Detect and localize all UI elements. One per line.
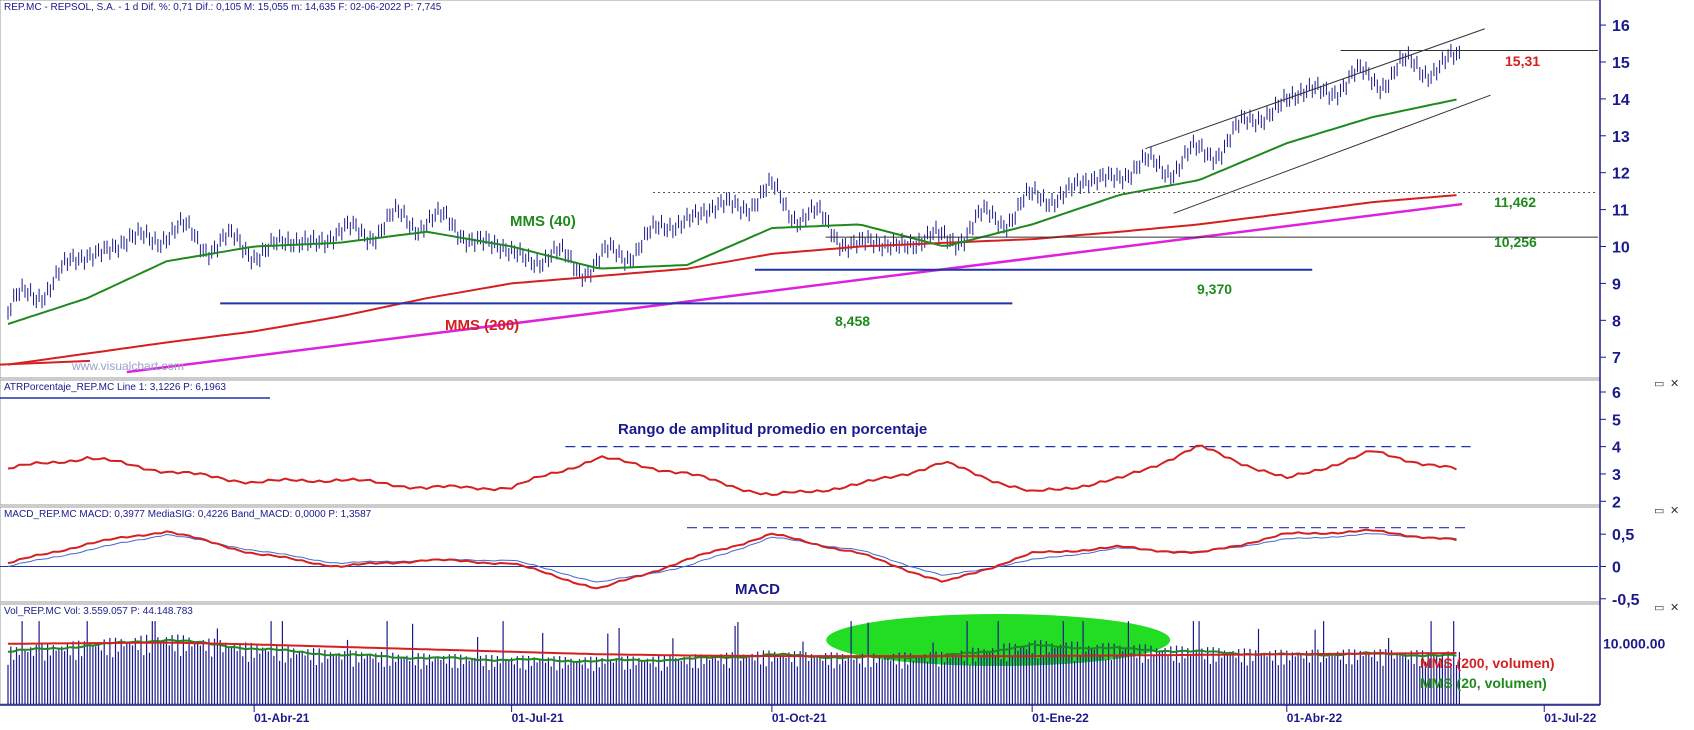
close-icon[interactable]: ✕ xyxy=(1670,602,1679,614)
atr-panel xyxy=(0,379,1601,506)
atr-line xyxy=(7,444,1457,497)
macd-line xyxy=(7,528,1457,590)
level-label-11-462: 11,462 xyxy=(1494,194,1536,210)
x-tick-label: 01-Abr-22 xyxy=(1287,711,1343,725)
ma200-label: MMS (200) xyxy=(445,317,519,334)
price-y-tick-label: 9 xyxy=(1612,276,1621,293)
price-series-layer xyxy=(0,28,1598,374)
level-label-10-256: 10,256 xyxy=(1494,234,1537,250)
axes-layer: 16 15 14 13 12 11 10 9 8 7 6 5 4 3 2 0,5 0 -0,5 10.000.00 0… xyxy=(0,0,1665,725)
price-y-tick-label: 16 xyxy=(1612,18,1630,35)
volume-series-layer xyxy=(7,614,1461,704)
x-tick-label: 01-Jul-22 xyxy=(1544,711,1596,725)
macd-caption: MACD xyxy=(735,581,780,598)
vol-ma200-label: MMS (200, volumen) xyxy=(1420,655,1555,671)
minimize-icon[interactable]: ▭ xyxy=(1654,378,1664,390)
vol-ma20-line xyxy=(7,638,1457,663)
y-axis-strip xyxy=(1600,0,1694,725)
level-label-8-458: 8,458 xyxy=(835,313,870,329)
volume-header: Vol_REP.MC Vol: 3.559.057 P: 44.148.783 xyxy=(4,606,193,617)
macd-y-tick-label: -0,5 xyxy=(1612,592,1640,609)
macd-series-layer xyxy=(0,527,1598,590)
ma200-line xyxy=(7,194,1457,366)
level-label-9-370: 9,370 xyxy=(1197,281,1232,297)
price-y-tick-label: 12 xyxy=(1612,166,1630,183)
trendline-support xyxy=(126,202,1463,374)
ma200-line-start xyxy=(0,359,91,366)
price-panel xyxy=(0,0,1601,379)
price-y-tick-label: 11 xyxy=(1612,203,1629,220)
x-tick-label: 01-Ene-22 xyxy=(1032,711,1089,725)
atr-header: ATRPorcentaje_REP.MC Line 1: 3,1226 P: 6… xyxy=(4,382,226,393)
atr-y-tick-label: 4 xyxy=(1612,440,1621,457)
atr-y-tick-label: 2 xyxy=(1612,494,1621,511)
level-label-15-31: 15,31 xyxy=(1505,53,1540,69)
x-tick-label: 01-Oct-21 xyxy=(772,711,827,725)
macd-y-tick-label: 0,5 xyxy=(1612,527,1634,544)
ma40-label: MMS (40) xyxy=(510,213,576,230)
channel-lower-line xyxy=(1173,94,1491,214)
price-y-tick-label: 8 xyxy=(1612,313,1621,330)
macd-header: MACD_REP.MC MACD: 0,3977 MediaSIG: 0,422… xyxy=(4,509,372,520)
vol-ma20-label: MMS (20, volumen) xyxy=(1420,675,1547,691)
atr-series-layer xyxy=(0,397,1471,497)
price-y-tick-label: 7 xyxy=(1612,350,1621,367)
minimize-icon[interactable]: ▭ xyxy=(1654,602,1664,614)
price-y-tick-label: 10 xyxy=(1612,240,1630,257)
price-y-tick-label: 13 xyxy=(1612,129,1630,146)
channel-upper-line xyxy=(1145,28,1485,150)
panel-buttons[interactable]: ▭ ✕ ▭ ✕ ▭ ✕ xyxy=(1654,378,1679,614)
macd-panel xyxy=(0,506,1601,603)
atr-y-tick-label: 3 xyxy=(1612,467,1621,484)
close-icon[interactable]: ✕ xyxy=(1670,505,1679,517)
price-header: REP.MC - REPSOL, S.A. - 1 d Dif. %: 0,71… xyxy=(4,2,442,13)
close-icon[interactable]: ✕ xyxy=(1670,378,1679,390)
ma40-line xyxy=(7,98,1457,325)
volume-y-tick-label: 10.000.00 xyxy=(1603,636,1665,652)
macd-y-tick-label: 0 xyxy=(1612,559,1621,576)
x-tick-label: 01-Abr-21 xyxy=(254,711,310,725)
atr-y-tick-label: 6 xyxy=(1612,385,1621,402)
price-y-tick-label: 14 xyxy=(1612,92,1630,109)
price-y-tick-label: 15 xyxy=(1612,55,1630,72)
x-tick-label: 01-Jul-21 xyxy=(512,711,564,725)
watermark: www.visualchart.com xyxy=(71,359,184,373)
vol-ma200-line xyxy=(8,641,1457,658)
minimize-icon[interactable]: ▭ xyxy=(1654,505,1664,517)
atr-caption: Rango de amplitud promedio en porcentaje xyxy=(618,421,927,438)
atr-y-tick-label: 5 xyxy=(1612,412,1621,429)
